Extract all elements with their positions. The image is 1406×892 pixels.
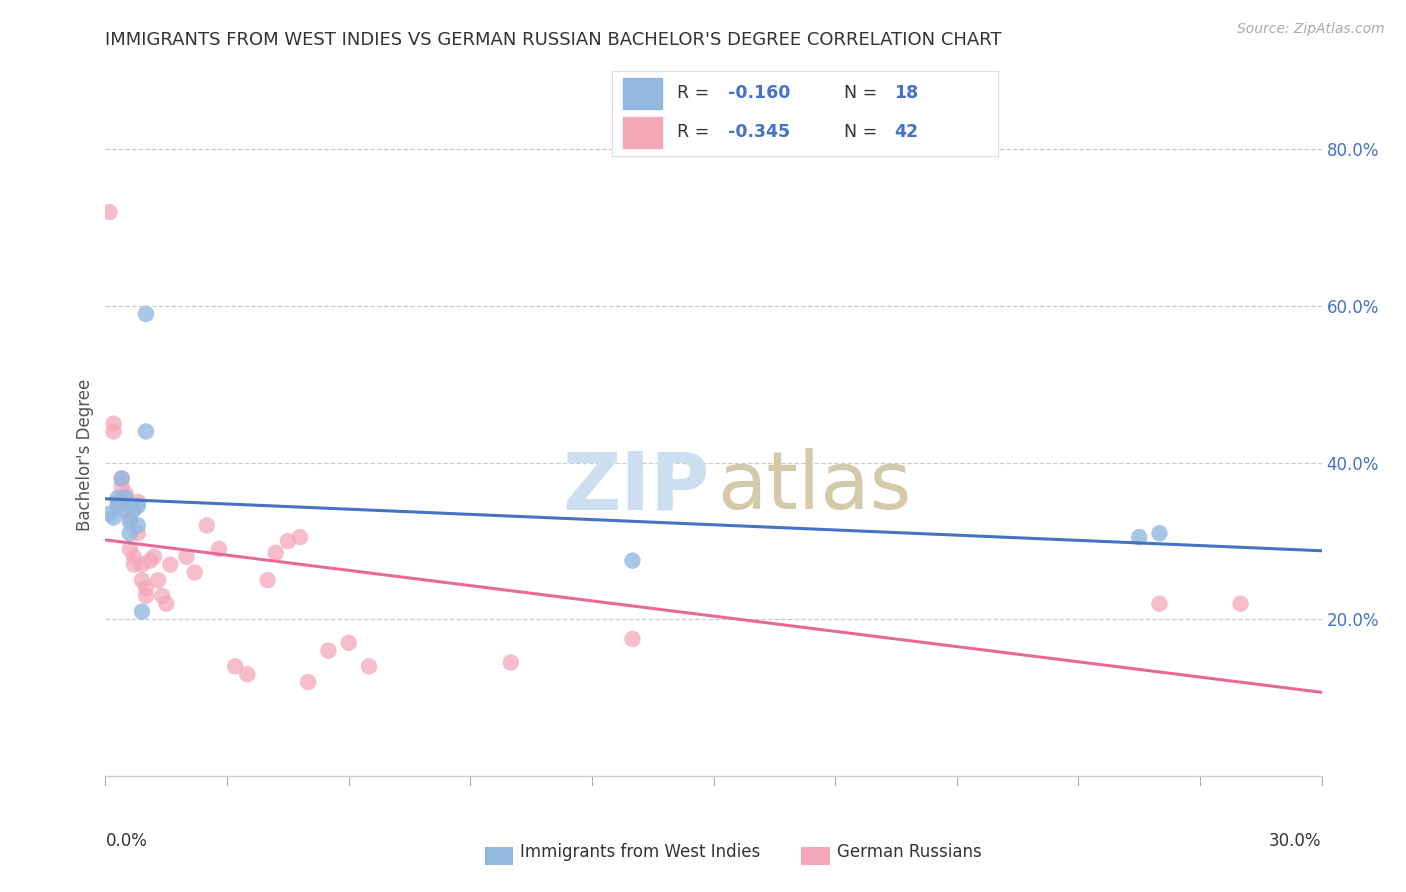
Point [143, 549, 166, 564]
Text: Source: ZipAtlas.com: Source: ZipAtlas.com [1237, 22, 1385, 37]
Point [107, 491, 129, 505]
Point [131, 558, 153, 572]
Point [118, 541, 141, 556]
Point [183, 566, 205, 580]
Point [159, 558, 181, 572]
Point [297, 675, 319, 690]
Point [1229, 597, 1251, 611]
Point [357, 659, 380, 673]
Point [1149, 597, 1171, 611]
Text: -0.160: -0.160 [728, 85, 790, 103]
Point [111, 471, 134, 485]
Point [107, 495, 129, 509]
Point [131, 605, 153, 619]
Point [135, 589, 157, 603]
Text: R =: R = [678, 123, 716, 141]
Point [98, 507, 121, 521]
Point [103, 417, 125, 431]
Point [288, 530, 311, 544]
Y-axis label: Bachelor's Degree: Bachelor's Degree [76, 379, 94, 531]
Point [118, 515, 141, 529]
Point [114, 487, 136, 501]
Text: IMMIGRANTS FROM WEST INDIES VS GERMAN RUSSIAN BACHELOR'S DEGREE CORRELATION CHAR: IMMIGRANTS FROM WEST INDIES VS GERMAN RU… [105, 31, 1002, 49]
Point [118, 526, 141, 541]
Point [103, 510, 125, 524]
Point [111, 471, 134, 485]
Point [1149, 526, 1171, 541]
Point [127, 495, 149, 509]
Text: 30.0%: 30.0% [1270, 832, 1322, 850]
Text: -0.345: -0.345 [728, 123, 790, 141]
Point [318, 644, 340, 658]
Point [135, 425, 157, 439]
Point [337, 636, 360, 650]
Point [195, 518, 218, 533]
Point [621, 554, 644, 568]
Point [621, 632, 644, 646]
Bar [623, 117, 662, 147]
Point [277, 534, 299, 549]
Text: R =: R = [678, 85, 716, 103]
Bar [623, 78, 662, 109]
Point [122, 549, 145, 564]
Point [146, 573, 169, 587]
Text: N =: N = [844, 123, 883, 141]
Text: 0.0%: 0.0% [105, 832, 148, 850]
Point [1128, 530, 1150, 544]
Point [264, 546, 287, 560]
Text: 42: 42 [894, 123, 918, 141]
Point [236, 667, 259, 681]
Text: Immigrants from West Indies: Immigrants from West Indies [520, 843, 761, 861]
Text: German Russians: German Russians [837, 843, 981, 861]
Text: N =: N = [844, 85, 883, 103]
Point [155, 597, 177, 611]
Point [103, 425, 125, 439]
Point [122, 558, 145, 572]
Point [176, 549, 198, 564]
Point [127, 518, 149, 533]
Text: 18: 18 [894, 85, 918, 103]
Point [256, 573, 278, 587]
Point [127, 526, 149, 541]
Text: ZIP: ZIP [562, 448, 710, 526]
Point [114, 491, 136, 505]
Point [111, 479, 134, 493]
Point [135, 581, 157, 595]
Point [127, 499, 149, 513]
Text: atlas: atlas [717, 448, 911, 526]
Point [107, 499, 129, 513]
Point [135, 307, 157, 321]
Point [131, 573, 153, 587]
Point [118, 510, 141, 524]
Point [150, 589, 173, 603]
Point [114, 502, 136, 516]
Point [114, 495, 136, 509]
Point [499, 656, 522, 670]
Point [224, 659, 246, 673]
Point [208, 541, 231, 556]
Point [139, 554, 162, 568]
Point [122, 502, 145, 516]
Point [98, 205, 121, 219]
